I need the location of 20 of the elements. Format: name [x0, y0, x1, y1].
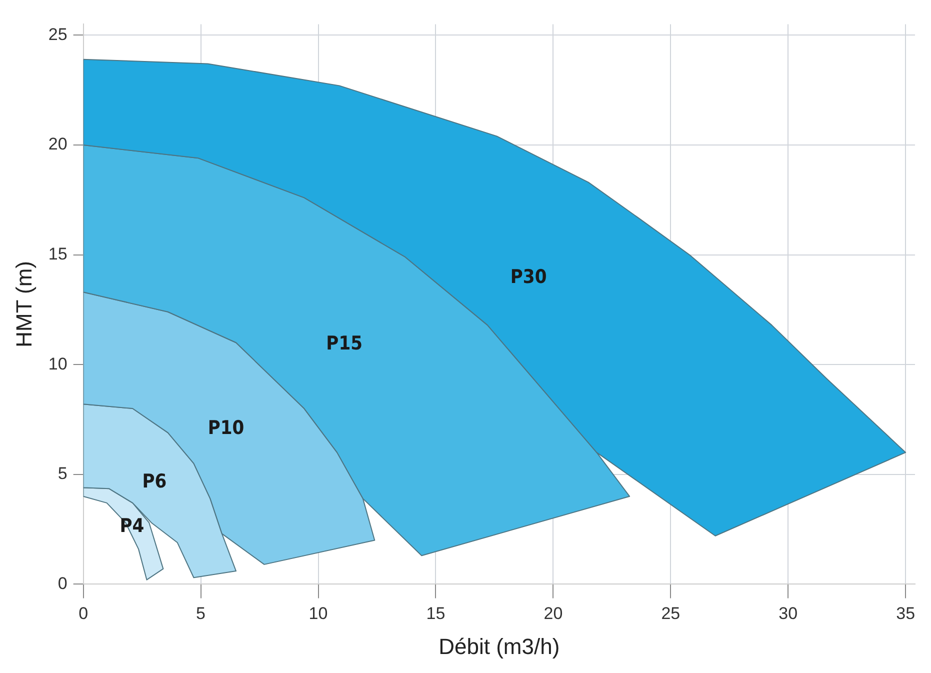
- x-tick-label: 30: [778, 604, 798, 624]
- y-tick-label: 10: [48, 354, 68, 374]
- series-label: P30: [510, 266, 547, 288]
- x-tick-label: 0: [78, 604, 88, 624]
- y-tick-label: 20: [48, 134, 68, 154]
- x-tick-label: 15: [426, 604, 446, 624]
- y-axis-title: HMT (m): [11, 261, 36, 348]
- x-tick-label: 25: [661, 604, 680, 624]
- y-tick-label: 5: [58, 464, 68, 484]
- series-label: P15: [326, 332, 362, 355]
- y-tick-label: 0: [58, 574, 68, 593]
- series-label: P10: [208, 417, 244, 440]
- y-tick-label: 25: [48, 24, 68, 44]
- y-tick-label: 15: [48, 244, 68, 264]
- series-label: P6: [142, 470, 167, 493]
- x-axis-title: Débit (m3/h): [438, 634, 560, 659]
- x-tick-label: 10: [308, 604, 328, 624]
- x-tick-label: 35: [896, 604, 916, 624]
- x-tick-label: 5: [196, 604, 206, 624]
- x-tick-label: 20: [544, 604, 563, 624]
